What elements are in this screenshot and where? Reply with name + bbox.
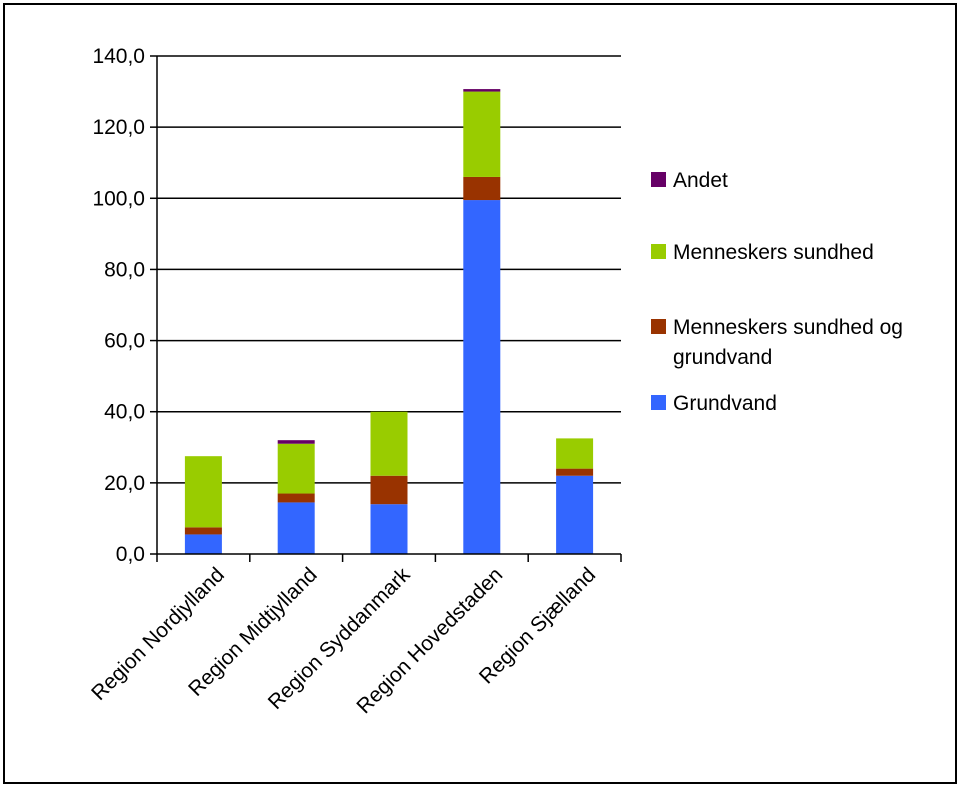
bar-segment — [370, 504, 408, 554]
bar-segment — [184, 534, 222, 554]
gridlines — [157, 55, 621, 484]
bar-segment — [463, 89, 501, 92]
y-tick-label: 100,0 — [92, 187, 145, 210]
legend-item: Grundvand — [651, 392, 777, 415]
bar-segment — [184, 527, 222, 535]
y-tick-label: 140,0 — [92, 45, 145, 68]
bar-segment — [556, 438, 594, 469]
legend-swatch — [651, 172, 666, 187]
bar-segment — [463, 200, 501, 555]
legend-label: Grundvand — [673, 392, 777, 415]
legend-swatch — [651, 319, 666, 334]
y-tick-label: 80,0 — [104, 258, 145, 281]
y-tick-label: 20,0 — [104, 472, 145, 495]
legend-label: Andet — [673, 169, 728, 192]
bar-segment — [556, 468, 594, 476]
bar-segment — [463, 91, 501, 177]
y-axis-ticks: 0,0 20,0 40,0 60,0 80,0 100,0 120,0 140,0 — [92, 45, 157, 566]
legend-label: Menneskers sundhed og grundvand — [673, 316, 903, 369]
legend-swatch — [651, 244, 666, 259]
bar-segment — [370, 411, 408, 476]
bar-segment — [277, 502, 315, 554]
axes — [156, 56, 621, 555]
y-tick-label: 40,0 — [104, 401, 145, 424]
bar-segment — [370, 475, 408, 505]
bars — [184, 89, 594, 555]
bar-segment — [556, 475, 594, 554]
bar-segment — [277, 493, 315, 503]
legend-item: Menneskers sundhed og grundvand — [651, 316, 903, 369]
y-tick-label: 60,0 — [104, 330, 145, 353]
legend: Andet Menneskers sundhed Menneskers sundhe… — [651, 169, 903, 415]
legend-swatch — [651, 395, 666, 410]
legend-label: Menneskers sundhed — [673, 241, 874, 264]
legend-item: Andet — [651, 169, 728, 192]
y-tick-label: 0,0 — [116, 543, 145, 566]
legend-item: Menneskers sundhed — [651, 241, 874, 264]
bar-segment — [184, 456, 222, 528]
y-tick-label: 120,0 — [92, 116, 145, 139]
bar-segment — [277, 443, 315, 494]
bar-segment — [277, 440, 315, 444]
bar-segment — [463, 176, 501, 201]
